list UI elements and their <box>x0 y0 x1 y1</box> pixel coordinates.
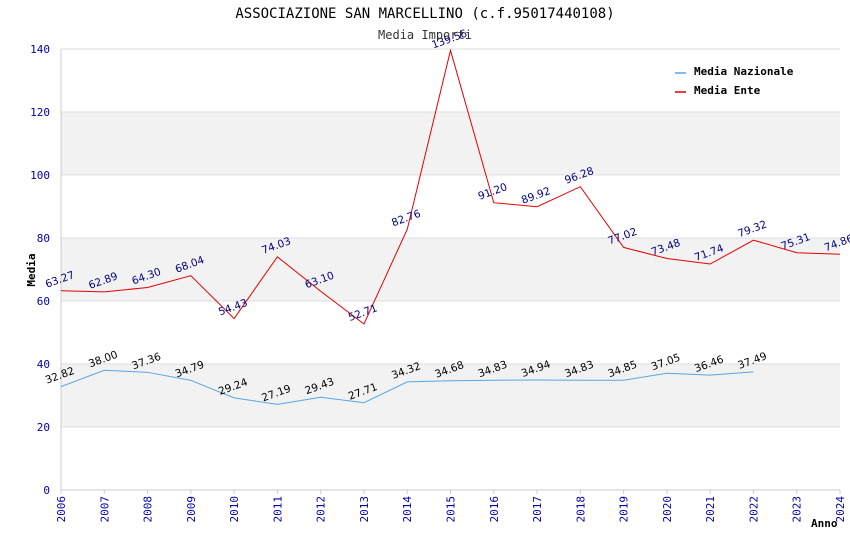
x-axis-label: Anno <box>811 517 838 530</box>
chart-title: ASSOCIAZIONE SAN MARCELLINO (c.f.9501744… <box>235 6 614 22</box>
x-tick-label: 2009 <box>185 496 198 523</box>
data-label-ente: 52.71 <box>347 302 379 324</box>
y-tick-label: 40 <box>37 358 50 371</box>
x-tick-label: 2017 <box>531 496 544 523</box>
data-label-ente: 82.76 <box>390 208 423 230</box>
background-bands <box>61 112 840 427</box>
chart-subtitle: Media Importi <box>378 28 472 42</box>
y-tick-label: 120 <box>30 106 50 119</box>
background-band <box>61 238 840 301</box>
y-tick-labels: 0 20 40 60 80 100 120 140 <box>30 43 50 497</box>
y-tick-label: 20 <box>37 421 50 434</box>
y-axis-label: Media <box>25 253 38 286</box>
x-tick-label: 2015 <box>445 496 458 523</box>
series-line-ente <box>60 48 841 325</box>
x-tick-label: 2006 <box>55 496 68 523</box>
x-tick-label: 2014 <box>401 496 414 523</box>
y-tick-label: 0 <box>43 484 50 497</box>
background-band <box>61 364 840 427</box>
background-band <box>61 112 840 175</box>
legend-label-nazionale: Media Nazionale <box>694 65 794 78</box>
x-tick-label: 2019 <box>618 496 631 523</box>
x-tick-label: 2018 <box>574 496 587 523</box>
x-tick-label: 2013 <box>358 496 371 523</box>
legend-label-ente: Media Ente <box>694 84 761 97</box>
x-tick-label: 2021 <box>704 496 717 523</box>
x-tick-label: 2024 <box>834 496 847 523</box>
y-tick-label: 100 <box>30 169 50 182</box>
legend: Media Nazionale Media Ente <box>675 65 794 97</box>
y-tick-label: 80 <box>37 232 50 245</box>
x-tick-label: 2011 <box>271 496 284 523</box>
x-tick-label: 2012 <box>315 496 328 523</box>
x-tick-label: 2010 <box>228 496 241 523</box>
x-tick-label: 2022 <box>747 496 760 523</box>
y-tick-label: 140 <box>30 43 50 56</box>
x-tick-label: 2008 <box>142 496 155 523</box>
data-label-ente: 89.92 <box>520 185 552 207</box>
y-tick-label: 60 <box>37 295 50 308</box>
series-lines <box>60 48 841 405</box>
x-tick-label: 2007 <box>98 496 111 523</box>
x-tick-label: 2016 <box>488 496 501 523</box>
x-tick-label: 2023 <box>791 496 804 523</box>
data-label-ente: 79.32 <box>736 219 768 241</box>
series-line-nazionale <box>60 369 754 405</box>
x-tick-labels: 2006 2007 2008 2009 2010 2011 2012 2013 2014 2015… <box>55 490 847 523</box>
x-tick-label: 2020 <box>661 496 674 523</box>
